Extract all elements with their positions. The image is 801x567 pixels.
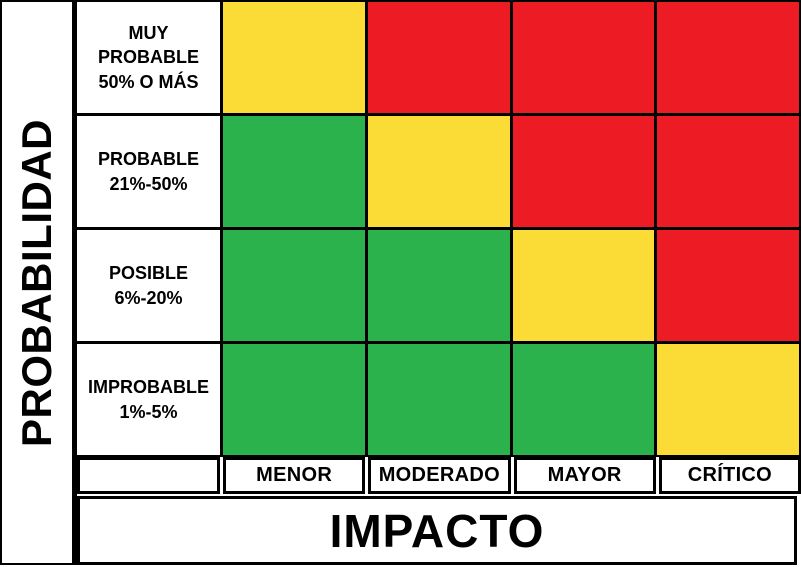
column-header: MENOR — [223, 457, 366, 494]
risk-cell — [223, 116, 365, 227]
risk-cell — [657, 344, 799, 455]
risk-cell — [367, 2, 510, 113]
matrix-grid: MUY PROBABLE 50% O MÁS PROBABLE 21%-50% … — [77, 0, 801, 457]
y-axis: PROBABILIDAD — [0, 0, 77, 565]
risk-cell — [657, 230, 799, 341]
risk-cell — [367, 344, 510, 455]
risk-cell — [512, 230, 655, 341]
risk-cell — [657, 2, 799, 113]
row-label-range: 6%-20% — [114, 287, 183, 308]
column-header: MODERADO — [368, 457, 511, 494]
corner-cell — [77, 457, 220, 494]
risk-cell — [367, 116, 510, 227]
column-header: CRÍTICO — [658, 457, 801, 494]
x-axis: IMPACTO — [77, 496, 797, 565]
row-label-text: PROBABLE — [97, 149, 199, 170]
row-label: PROBABLE 21%-50% — [77, 116, 220, 227]
x-axis-categories: MENOR MODERADO MAYOR CRÍTICO — [77, 457, 801, 494]
risk-cell — [367, 230, 510, 341]
column-header: MAYOR — [513, 457, 656, 494]
risk-cell — [512, 116, 655, 227]
row-label-text: IMPROBABLE — [88, 377, 209, 398]
risk-cell — [223, 344, 365, 455]
risk-cell — [223, 230, 365, 341]
y-axis-label: PROBABILIDAD — [13, 118, 60, 447]
row-label-range: 1%-5% — [119, 401, 178, 422]
risk-cell — [512, 344, 655, 455]
row-label-range: 50% O MÁS — [98, 71, 199, 92]
row-label-text: MUY PROBABLE — [97, 23, 199, 68]
row-label-text: POSIBLE — [108, 263, 188, 284]
x-axis-label: IMPACTO — [329, 504, 545, 557]
risk-cell — [657, 116, 799, 227]
risk-cell — [223, 2, 365, 113]
row-label-range: 21%-50% — [109, 173, 188, 194]
row-label: IMPROBABLE 1%-5% — [77, 344, 220, 455]
risk-cell — [512, 2, 655, 113]
row-label: POSIBLE 6%-20% — [77, 230, 220, 341]
row-label: MUY PROBABLE 50% O MÁS — [77, 2, 220, 113]
